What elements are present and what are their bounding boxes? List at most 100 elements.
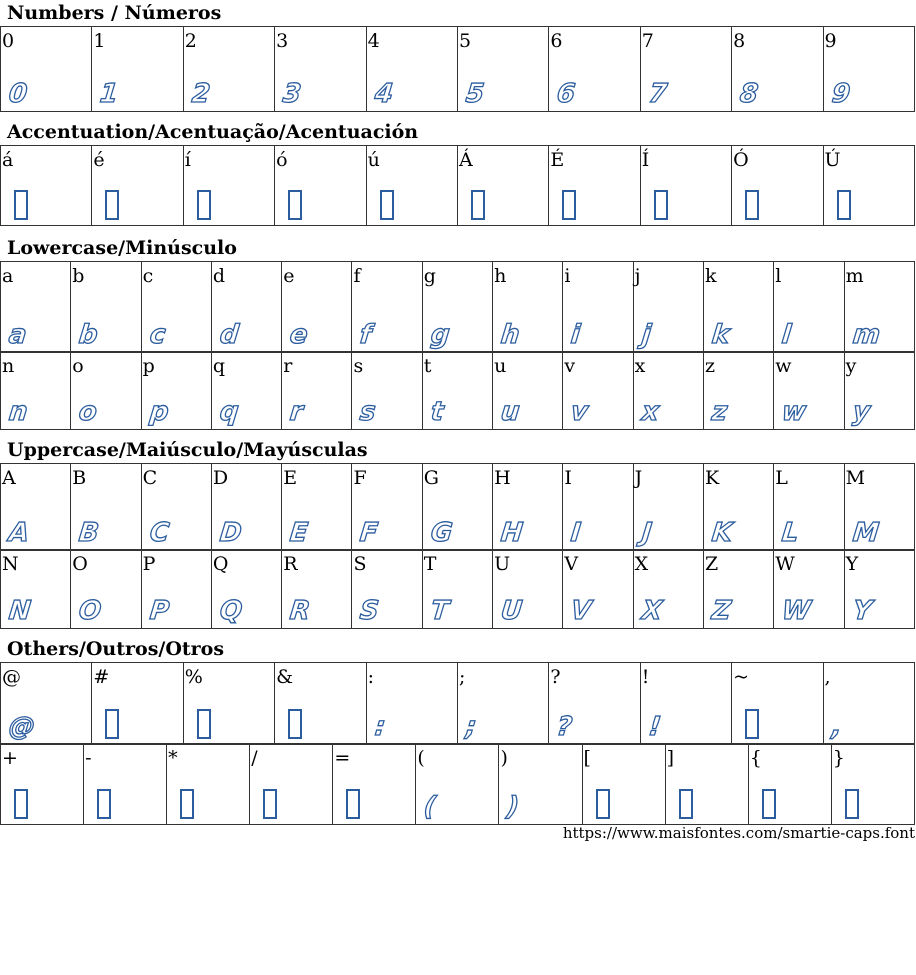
glyph-sample: q (218, 396, 241, 427)
character-label: { (749, 747, 762, 769)
missing-glyph-box-icon (678, 789, 693, 819)
glyph-sample: Z (710, 595, 733, 626)
character-label: 8 (733, 30, 746, 52)
glyph-sample: z (710, 396, 730, 427)
character-label: U (494, 553, 511, 575)
glyph-sample: 1 (98, 78, 121, 109)
glyph-sample: 2 (190, 78, 213, 109)
character-label: - (85, 747, 92, 769)
glyph-sample: 7 (647, 78, 670, 109)
character-label: Ú (824, 149, 841, 171)
character-label: A (2, 467, 16, 489)
character-label: é (93, 149, 105, 171)
glyph-cell: í (182, 145, 276, 226)
missing-glyph-box-icon (105, 190, 120, 220)
character-label: 1 (93, 30, 106, 52)
glyph-sample: N (7, 595, 33, 626)
glyph-cell: ?? (548, 662, 641, 745)
glyph-sample: b (77, 319, 100, 350)
character-label: m (845, 265, 864, 287)
glyph-sample: 4 (372, 78, 395, 109)
character-label: % (184, 666, 203, 688)
glyph-cell: Í (639, 145, 733, 226)
character-label: f (353, 265, 361, 287)
glyph-sample: ; (464, 711, 479, 742)
character-label: ] (666, 747, 675, 769)
missing-glyph-box-icon (196, 709, 211, 739)
glyph-sample: e (288, 319, 310, 350)
character-label: ~ (733, 666, 750, 688)
glyph-sample: v (569, 396, 590, 427)
character-label: u (494, 355, 507, 377)
glyph-cell: - (83, 743, 168, 825)
character-label: Y (845, 553, 859, 575)
character-label: I (564, 467, 572, 489)
character-label: T (423, 553, 437, 575)
section-title: Uppercase/Maiúsculo/Mayúsculas (7, 439, 368, 461)
section-title: Lowercase/Minúsculo (7, 237, 237, 259)
character-label: d (212, 265, 226, 287)
missing-glyph-box-icon (836, 190, 851, 220)
glyph-sample: Y (850, 595, 873, 626)
character-label: H (494, 467, 511, 489)
missing-glyph-box-icon (653, 190, 668, 220)
character-label: / (251, 747, 258, 769)
missing-glyph-box-icon (97, 789, 112, 819)
glyph-sample: R (288, 595, 312, 626)
glyph-cell: é (91, 145, 184, 226)
glyph-sample: K (710, 517, 735, 548)
character-label: B (72, 467, 87, 489)
glyph-sample: F (358, 517, 380, 548)
glyph-sample: 8 (738, 78, 761, 109)
missing-glyph-box-icon (470, 190, 485, 220)
character-label: t (423, 355, 432, 377)
character-label: k (704, 265, 717, 287)
character-label: Í (641, 149, 650, 171)
glyph-sample: C (147, 517, 171, 548)
character-label: e (283, 265, 295, 287)
character-label: X (634, 553, 649, 575)
glyph-sample: x (639, 396, 661, 427)
missing-glyph-box-icon (379, 190, 394, 220)
character-label: Z (704, 553, 719, 575)
missing-glyph-box-icon (14, 789, 28, 819)
character-label: l (775, 265, 782, 287)
glyph-table-row: @ @ #% &::;;??!! ~,, (0, 662, 916, 745)
character-label: 9 (824, 30, 837, 52)
glyph-sample: Q (218, 595, 245, 626)
glyph-cell: á (0, 145, 93, 226)
character-label: i (564, 265, 571, 287)
character-label: ó (276, 149, 288, 171)
missing-glyph-box-icon (14, 190, 28, 220)
character-label: j (634, 265, 641, 287)
character-label: Q (212, 553, 229, 575)
character-label: n (2, 355, 15, 377)
character-label: S (353, 553, 367, 575)
character-label: E (283, 467, 298, 489)
character-label: 0 (2, 30, 15, 52)
glyph-sample: V (569, 595, 594, 626)
character-label: á (2, 149, 14, 171)
glyph-sample: P (147, 595, 171, 626)
character-label: ú (367, 149, 380, 171)
character-label: W (775, 553, 795, 575)
